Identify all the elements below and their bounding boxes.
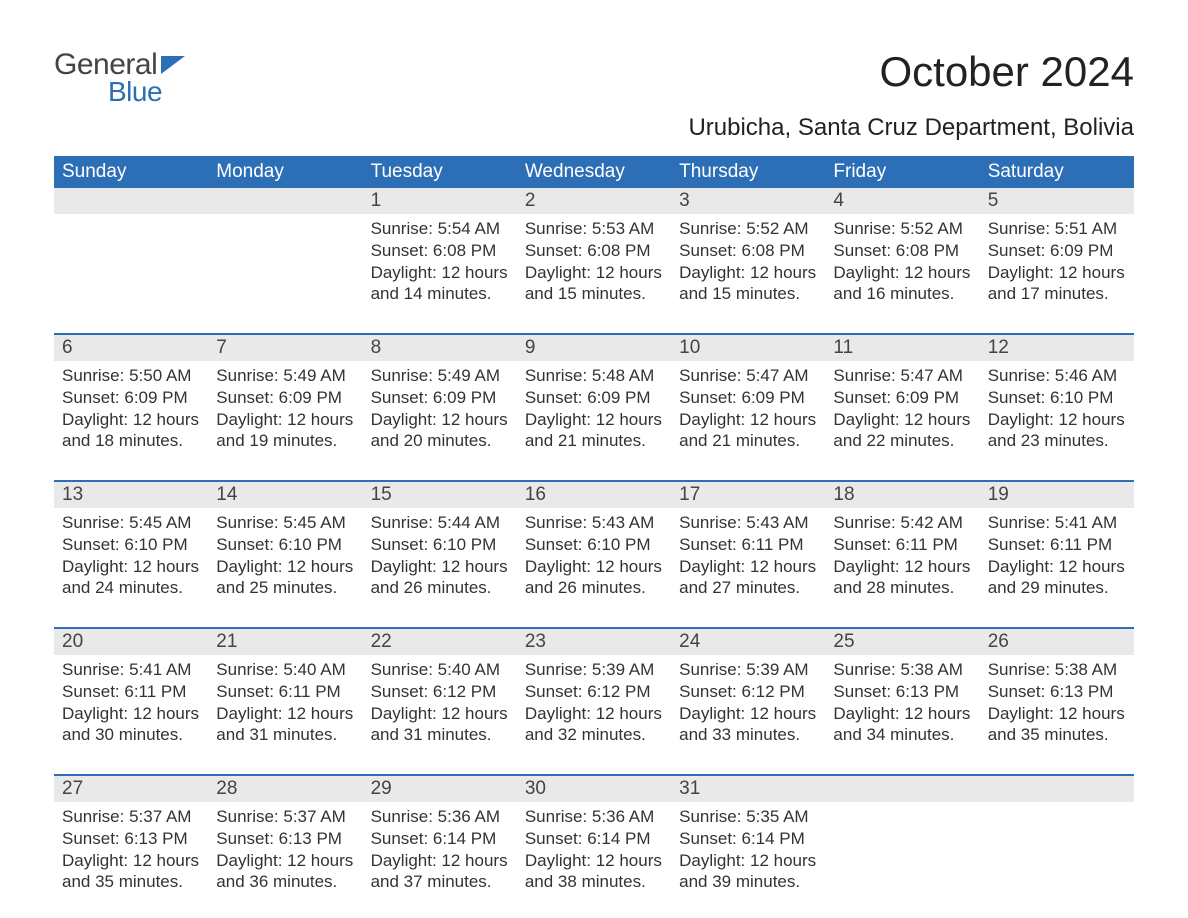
day-number-cell: 13 (54, 482, 208, 508)
day-number-cell: 4 (825, 188, 979, 214)
day-number-cell: 14 (208, 482, 362, 508)
day-detail-row: Sunrise: 5:37 AMSunset: 6:13 PMDaylight:… (54, 802, 1134, 905)
day-number-cell: 15 (363, 482, 517, 508)
day-detail-cell: Sunrise: 5:35 AMSunset: 6:14 PMDaylight:… (671, 802, 825, 905)
day-number-cell: 31 (671, 776, 825, 802)
day-header: Saturday (980, 156, 1134, 188)
day-number-cell: 9 (517, 335, 671, 361)
day-header: Sunday (54, 156, 208, 188)
day-detail-cell: Sunrise: 5:42 AMSunset: 6:11 PMDaylight:… (825, 508, 979, 628)
day-detail-cell: Sunrise: 5:52 AMSunset: 6:08 PMDaylight:… (825, 214, 979, 334)
day-number-cell: 1 (363, 188, 517, 214)
day-header: Tuesday (363, 156, 517, 188)
day-number-cell: 18 (825, 482, 979, 508)
day-number-cell: 25 (825, 629, 979, 655)
day-detail-cell (980, 802, 1134, 905)
day-detail-cell: Sunrise: 5:39 AMSunset: 6:12 PMDaylight:… (517, 655, 671, 775)
day-detail-cell: Sunrise: 5:50 AMSunset: 6:09 PMDaylight:… (54, 361, 208, 481)
day-number-cell: 20 (54, 629, 208, 655)
day-header: Wednesday (517, 156, 671, 188)
day-number-cell: 10 (671, 335, 825, 361)
day-detail-cell: Sunrise: 5:37 AMSunset: 6:13 PMDaylight:… (54, 802, 208, 905)
day-detail-cell: Sunrise: 5:45 AMSunset: 6:10 PMDaylight:… (208, 508, 362, 628)
day-number-cell (208, 188, 362, 214)
day-detail-cell (54, 214, 208, 334)
logo-text-blue: Blue (108, 76, 185, 108)
day-detail-cell: Sunrise: 5:36 AMSunset: 6:14 PMDaylight:… (517, 802, 671, 905)
day-detail-cell: Sunrise: 5:41 AMSunset: 6:11 PMDaylight:… (980, 508, 1134, 628)
day-header: Thursday (671, 156, 825, 188)
day-detail-cell: Sunrise: 5:40 AMSunset: 6:11 PMDaylight:… (208, 655, 362, 775)
calendar-table: SundayMondayTuesdayWednesdayThursdayFrid… (54, 156, 1134, 905)
day-number-cell: 26 (980, 629, 1134, 655)
day-detail-cell: Sunrise: 5:47 AMSunset: 6:09 PMDaylight:… (671, 361, 825, 481)
day-detail-cell: Sunrise: 5:38 AMSunset: 6:13 PMDaylight:… (825, 655, 979, 775)
day-number-cell: 8 (363, 335, 517, 361)
day-number-row: 12345 (54, 188, 1134, 214)
day-number-cell: 11 (825, 335, 979, 361)
day-number-cell: 2 (517, 188, 671, 214)
day-number-cell: 21 (208, 629, 362, 655)
day-detail-cell (208, 214, 362, 334)
day-detail-cell: Sunrise: 5:44 AMSunset: 6:10 PMDaylight:… (363, 508, 517, 628)
day-detail-cell: Sunrise: 5:40 AMSunset: 6:12 PMDaylight:… (363, 655, 517, 775)
day-detail-cell: Sunrise: 5:41 AMSunset: 6:11 PMDaylight:… (54, 655, 208, 775)
day-detail-cell: Sunrise: 5:51 AMSunset: 6:09 PMDaylight:… (980, 214, 1134, 334)
page-title: October 2024 (879, 48, 1134, 96)
location-subtitle: Urubicha, Santa Cruz Department, Bolivia (54, 114, 1134, 142)
day-number-cell (54, 188, 208, 214)
day-number-cell: 5 (980, 188, 1134, 214)
logo: General Blue (54, 48, 185, 108)
day-detail-row: Sunrise: 5:54 AMSunset: 6:08 PMDaylight:… (54, 214, 1134, 334)
day-detail-cell: Sunrise: 5:48 AMSunset: 6:09 PMDaylight:… (517, 361, 671, 481)
day-detail-row: Sunrise: 5:45 AMSunset: 6:10 PMDaylight:… (54, 508, 1134, 628)
day-detail-row: Sunrise: 5:41 AMSunset: 6:11 PMDaylight:… (54, 655, 1134, 775)
day-number-cell: 7 (208, 335, 362, 361)
day-number-cell: 29 (363, 776, 517, 802)
day-number-cell: 3 (671, 188, 825, 214)
day-detail-cell: Sunrise: 5:54 AMSunset: 6:08 PMDaylight:… (363, 214, 517, 334)
day-number-cell (825, 776, 979, 802)
day-detail-cell: Sunrise: 5:47 AMSunset: 6:09 PMDaylight:… (825, 361, 979, 481)
day-number-cell: 17 (671, 482, 825, 508)
day-detail-cell: Sunrise: 5:45 AMSunset: 6:10 PMDaylight:… (54, 508, 208, 628)
day-detail-cell: Sunrise: 5:39 AMSunset: 6:12 PMDaylight:… (671, 655, 825, 775)
day-number-cell: 22 (363, 629, 517, 655)
day-number-cell: 27 (54, 776, 208, 802)
day-number-row: 6789101112 (54, 335, 1134, 361)
day-detail-cell: Sunrise: 5:38 AMSunset: 6:13 PMDaylight:… (980, 655, 1134, 775)
day-header-row: SundayMondayTuesdayWednesdayThursdayFrid… (54, 156, 1134, 188)
day-detail-cell: Sunrise: 5:43 AMSunset: 6:10 PMDaylight:… (517, 508, 671, 628)
day-number-row: 13141516171819 (54, 482, 1134, 508)
day-number-cell: 28 (208, 776, 362, 802)
day-detail-cell: Sunrise: 5:53 AMSunset: 6:08 PMDaylight:… (517, 214, 671, 334)
calendar-page: General Blue October 2024 Urubicha, Sant… (0, 0, 1188, 905)
day-number-cell: 24 (671, 629, 825, 655)
day-header: Monday (208, 156, 362, 188)
day-number-cell: 16 (517, 482, 671, 508)
day-number-cell (980, 776, 1134, 802)
day-number-cell: 6 (54, 335, 208, 361)
day-detail-cell: Sunrise: 5:37 AMSunset: 6:13 PMDaylight:… (208, 802, 362, 905)
day-detail-cell: Sunrise: 5:43 AMSunset: 6:11 PMDaylight:… (671, 508, 825, 628)
day-number-cell: 19 (980, 482, 1134, 508)
day-number-row: 20212223242526 (54, 629, 1134, 655)
day-number-row: 2728293031 (54, 776, 1134, 802)
day-number-cell: 23 (517, 629, 671, 655)
day-number-cell: 12 (980, 335, 1134, 361)
day-detail-cell (825, 802, 979, 905)
day-header: Friday (825, 156, 979, 188)
day-detail-cell: Sunrise: 5:52 AMSunset: 6:08 PMDaylight:… (671, 214, 825, 334)
day-detail-row: Sunrise: 5:50 AMSunset: 6:09 PMDaylight:… (54, 361, 1134, 481)
day-detail-cell: Sunrise: 5:36 AMSunset: 6:14 PMDaylight:… (363, 802, 517, 905)
logo-triangle-icon (161, 56, 185, 74)
day-number-cell: 30 (517, 776, 671, 802)
day-detail-cell: Sunrise: 5:46 AMSunset: 6:10 PMDaylight:… (980, 361, 1134, 481)
day-detail-cell: Sunrise: 5:49 AMSunset: 6:09 PMDaylight:… (363, 361, 517, 481)
header: General Blue October 2024 (54, 48, 1134, 108)
day-detail-cell: Sunrise: 5:49 AMSunset: 6:09 PMDaylight:… (208, 361, 362, 481)
